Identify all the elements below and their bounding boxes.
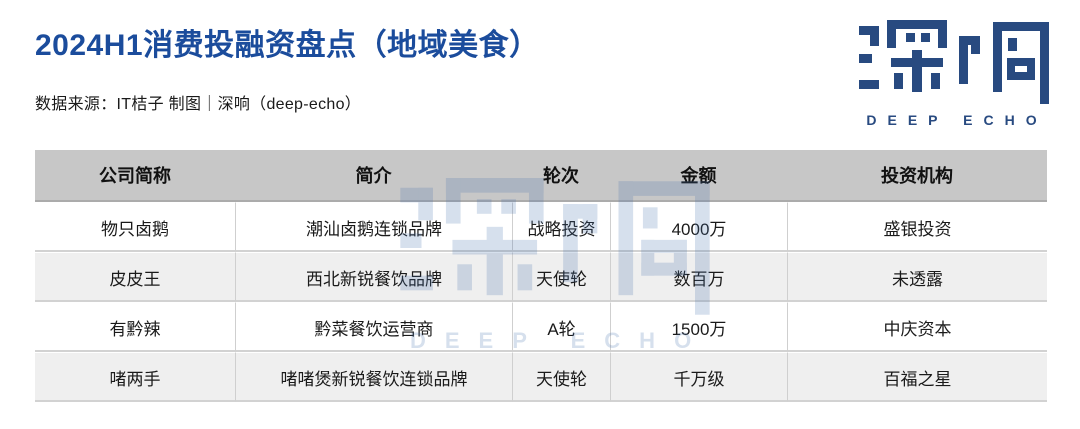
cell-brief: 潮汕卤鹅连锁品牌: [235, 202, 512, 252]
logo-wordmark: DEEP ECHO: [866, 112, 1048, 128]
cell-investor: 盛银投资: [787, 202, 1047, 252]
cell-investor: 百福之星: [787, 352, 1047, 402]
cell-amount: 千万级: [610, 352, 787, 402]
deep-echo-logo-mark-icon: [859, 20, 1049, 106]
cell-brief: 啫啫煲新锐餐饮连锁品牌: [235, 352, 512, 402]
cell-company: 啫两手: [35, 352, 235, 402]
cell-investor: 未透露: [787, 252, 1047, 302]
cell-amount: 数百万: [610, 252, 787, 302]
deep-echo-logo: DEEP ECHO: [858, 20, 1050, 128]
page-title: 2024H1消费投融资盘点（地域美食）: [35, 29, 540, 62]
col-header-amount: 金额: [610, 150, 787, 202]
cell-brief: 西北新锐餐饮品牌: [235, 252, 512, 302]
cell-round: A轮: [512, 302, 610, 352]
cell-investor: 中庆资本: [787, 302, 1047, 352]
col-header-investor: 投资机构: [787, 150, 1047, 202]
cell-amount: 4000万: [610, 202, 787, 252]
cell-company: 皮皮王: [35, 252, 235, 302]
cell-brief: 黔菜餐饮运营商: [235, 302, 512, 352]
funding-table: 公司简称 简介 轮次 金额 投资机构 物只卤鹅 潮汕卤鹅连锁品牌 战略投资 40…: [35, 150, 1047, 402]
cell-round: 天使轮: [512, 352, 610, 402]
col-header-brief: 简介: [235, 150, 512, 202]
cell-amount: 1500万: [610, 302, 787, 352]
col-header-company: 公司简称: [35, 150, 235, 202]
col-header-round: 轮次: [512, 150, 610, 202]
cell-round: 天使轮: [512, 252, 610, 302]
cell-round: 战略投资: [512, 202, 610, 252]
cell-company: 有黔辣: [35, 302, 235, 352]
cell-company: 物只卤鹅: [35, 202, 235, 252]
data-source-note: 数据来源：IT桔子 制图｜深响（deep-echo）: [35, 96, 362, 113]
